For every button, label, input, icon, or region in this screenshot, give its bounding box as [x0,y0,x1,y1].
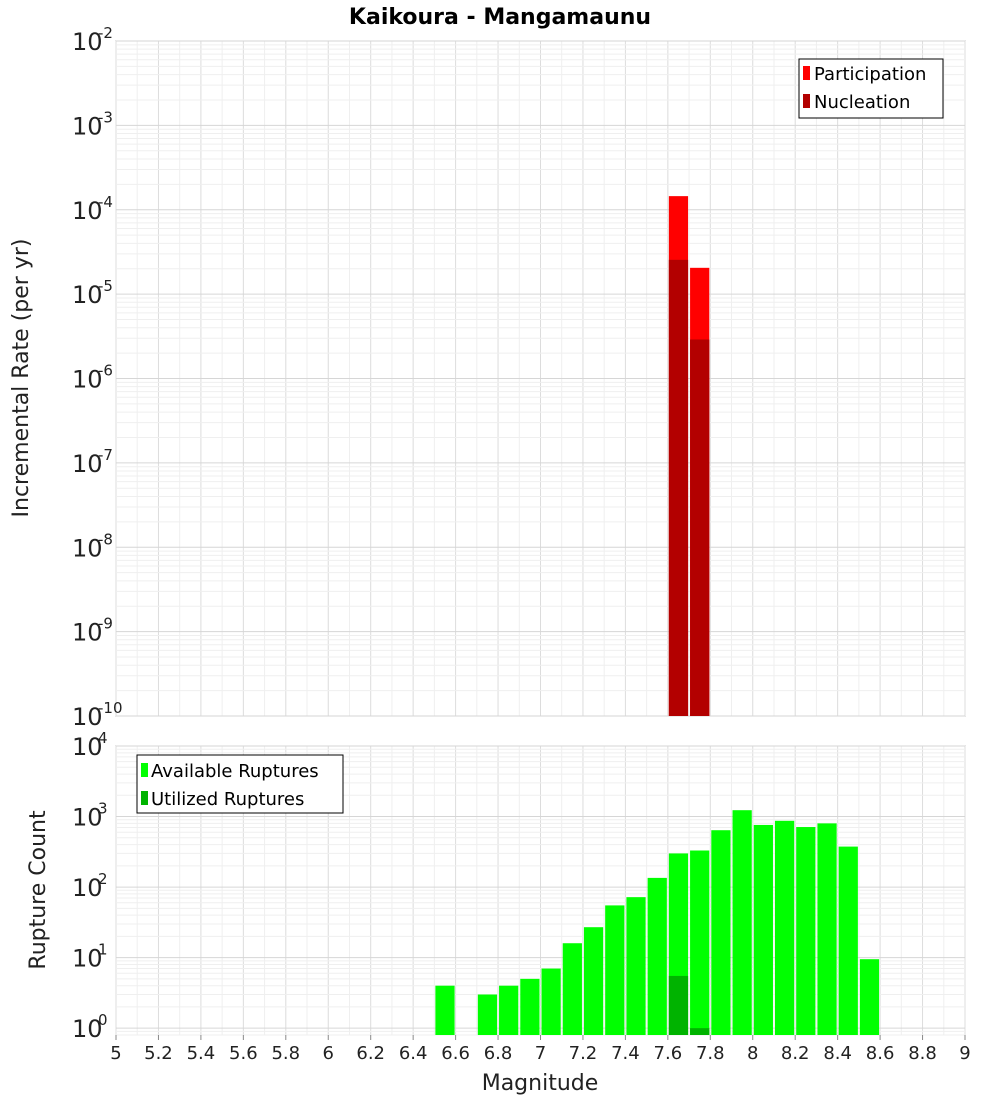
x-tick-label: 5.6 [229,1043,258,1064]
rate-legend: Participation Nucleation [798,58,944,119]
legend-label-nucleation: Nucleation [814,92,910,113]
rate-y-tick: 10 [72,112,103,140]
chart-title: Kaikoura - Mangamaunu [349,5,651,30]
rate-y-tick-exponent: -8 [98,530,113,548]
legend-swatch-nucleation [803,94,810,108]
x-tick-label: 6.6 [441,1043,470,1064]
x-tick-label: 7.6 [654,1043,683,1064]
legend-swatch-participation [803,66,810,80]
x-tick-label: 8.8 [908,1043,937,1064]
x-tick-label: 7.4 [611,1043,640,1064]
rate-y-tick: 10 [72,281,103,309]
count-y-tick-exponent: 0 [98,1011,108,1029]
count-bar-s2 [668,975,689,1035]
x-tick-label: 6.2 [356,1043,385,1064]
rate-y-tick: 10 [72,619,103,647]
rate-y-tick-exponent: -4 [98,193,113,211]
rate-bar-s2 [668,259,689,716]
rate-y-tick-exponent: -6 [98,362,113,380]
legend-label-utilized: Utilized Ruptures [151,789,304,810]
rate-y-tick: 10 [72,703,103,731]
legend-label-participation: Participation [814,64,926,85]
count-legend-box [136,754,344,814]
count-bar-s1 [626,897,646,1035]
count-bar-s1 [732,810,752,1035]
count-bar-s1 [817,823,837,1035]
rate-y-tick-exponent: -5 [98,277,113,295]
count-y-tick: 10 [72,733,103,761]
rate-y-tick-exponent: -7 [98,446,113,464]
count-bar-s1 [499,985,519,1035]
count-bar-s1 [583,927,604,1035]
count-bar-s2 [690,1028,710,1035]
count-bar-s1 [838,846,858,1035]
rate-legend-box [798,58,944,119]
count-y-tick: 10 [72,874,103,902]
count-bar-s1 [541,968,561,1035]
count-legend: Available Ruptures Utilized Ruptures [136,754,344,814]
x-tick-label: 6.4 [399,1043,428,1064]
rate-y-tick: 10 [72,28,103,56]
rate-y-tick: 10 [72,197,103,225]
x-tick-label: 8.2 [781,1043,810,1064]
x-tick-label: 6 [323,1043,334,1064]
x-tick-label: 6.8 [484,1043,513,1064]
rate-y-tick: 10 [72,534,103,562]
x-tick-label: 5.4 [187,1043,216,1064]
count-bar-s1 [796,827,816,1035]
count-bar-s1 [647,877,667,1035]
count-bar-s1 [562,943,582,1035]
rate-bar-s2 [690,339,710,716]
x-tick-label: 5.2 [144,1043,173,1064]
rate-y-tick-exponent: -9 [98,615,113,633]
count-y-tick-exponent: 1 [98,941,108,959]
count-y-axis-label: Rupture Count [26,810,51,970]
x-tick-label: 7 [535,1043,546,1064]
x-tick-label: 9 [959,1043,970,1064]
legend-swatch-utilized [141,791,148,805]
rate-panel: 10-210-310-410-510-610-710-810-910-10 In… [9,24,966,731]
count-bar-s1 [605,905,625,1035]
count-bar-s1 [477,994,498,1035]
count-bar-s1 [711,830,731,1035]
legend-swatch-available [141,763,148,777]
count-y-tick: 10 [72,1015,103,1043]
x-tick-label: 8.6 [866,1043,895,1064]
rate-y-tick-exponent: -2 [98,24,113,42]
rate-y-tick-exponent: -10 [98,699,123,717]
x-tick-label: 7.2 [569,1043,598,1064]
x-tick-label: 8 [747,1043,758,1064]
legend-label-available: Available Ruptures [151,761,319,782]
x-tick-label: 5.8 [271,1043,300,1064]
count-bar-s1 [520,978,540,1035]
x-axis-label: Magnitude [482,1071,599,1096]
count-bar-s1 [435,985,455,1035]
count-y-tick-exponent: 4 [98,729,108,747]
count-y-tick-exponent: 2 [98,870,108,888]
count-y-tick-exponent: 3 [98,800,108,818]
rate-y-tick: 10 [72,366,103,394]
x-tick-label: 8.4 [823,1043,852,1064]
count-y-tick: 10 [72,945,103,973]
rate-y-tick: 10 [72,450,103,478]
x-tick-label: 5 [110,1043,121,1064]
count-bar-s1 [690,850,710,1035]
rate-y-axis-label: Incremental Rate (per yr) [9,239,34,518]
count-bar-s1 [753,824,773,1035]
x-tick-label: 7.8 [696,1043,725,1064]
count-bar-s1 [774,820,795,1035]
rate-y-tick-exponent: -3 [98,108,113,126]
count-y-tick: 10 [72,804,103,832]
count-bar-s1 [859,959,880,1035]
